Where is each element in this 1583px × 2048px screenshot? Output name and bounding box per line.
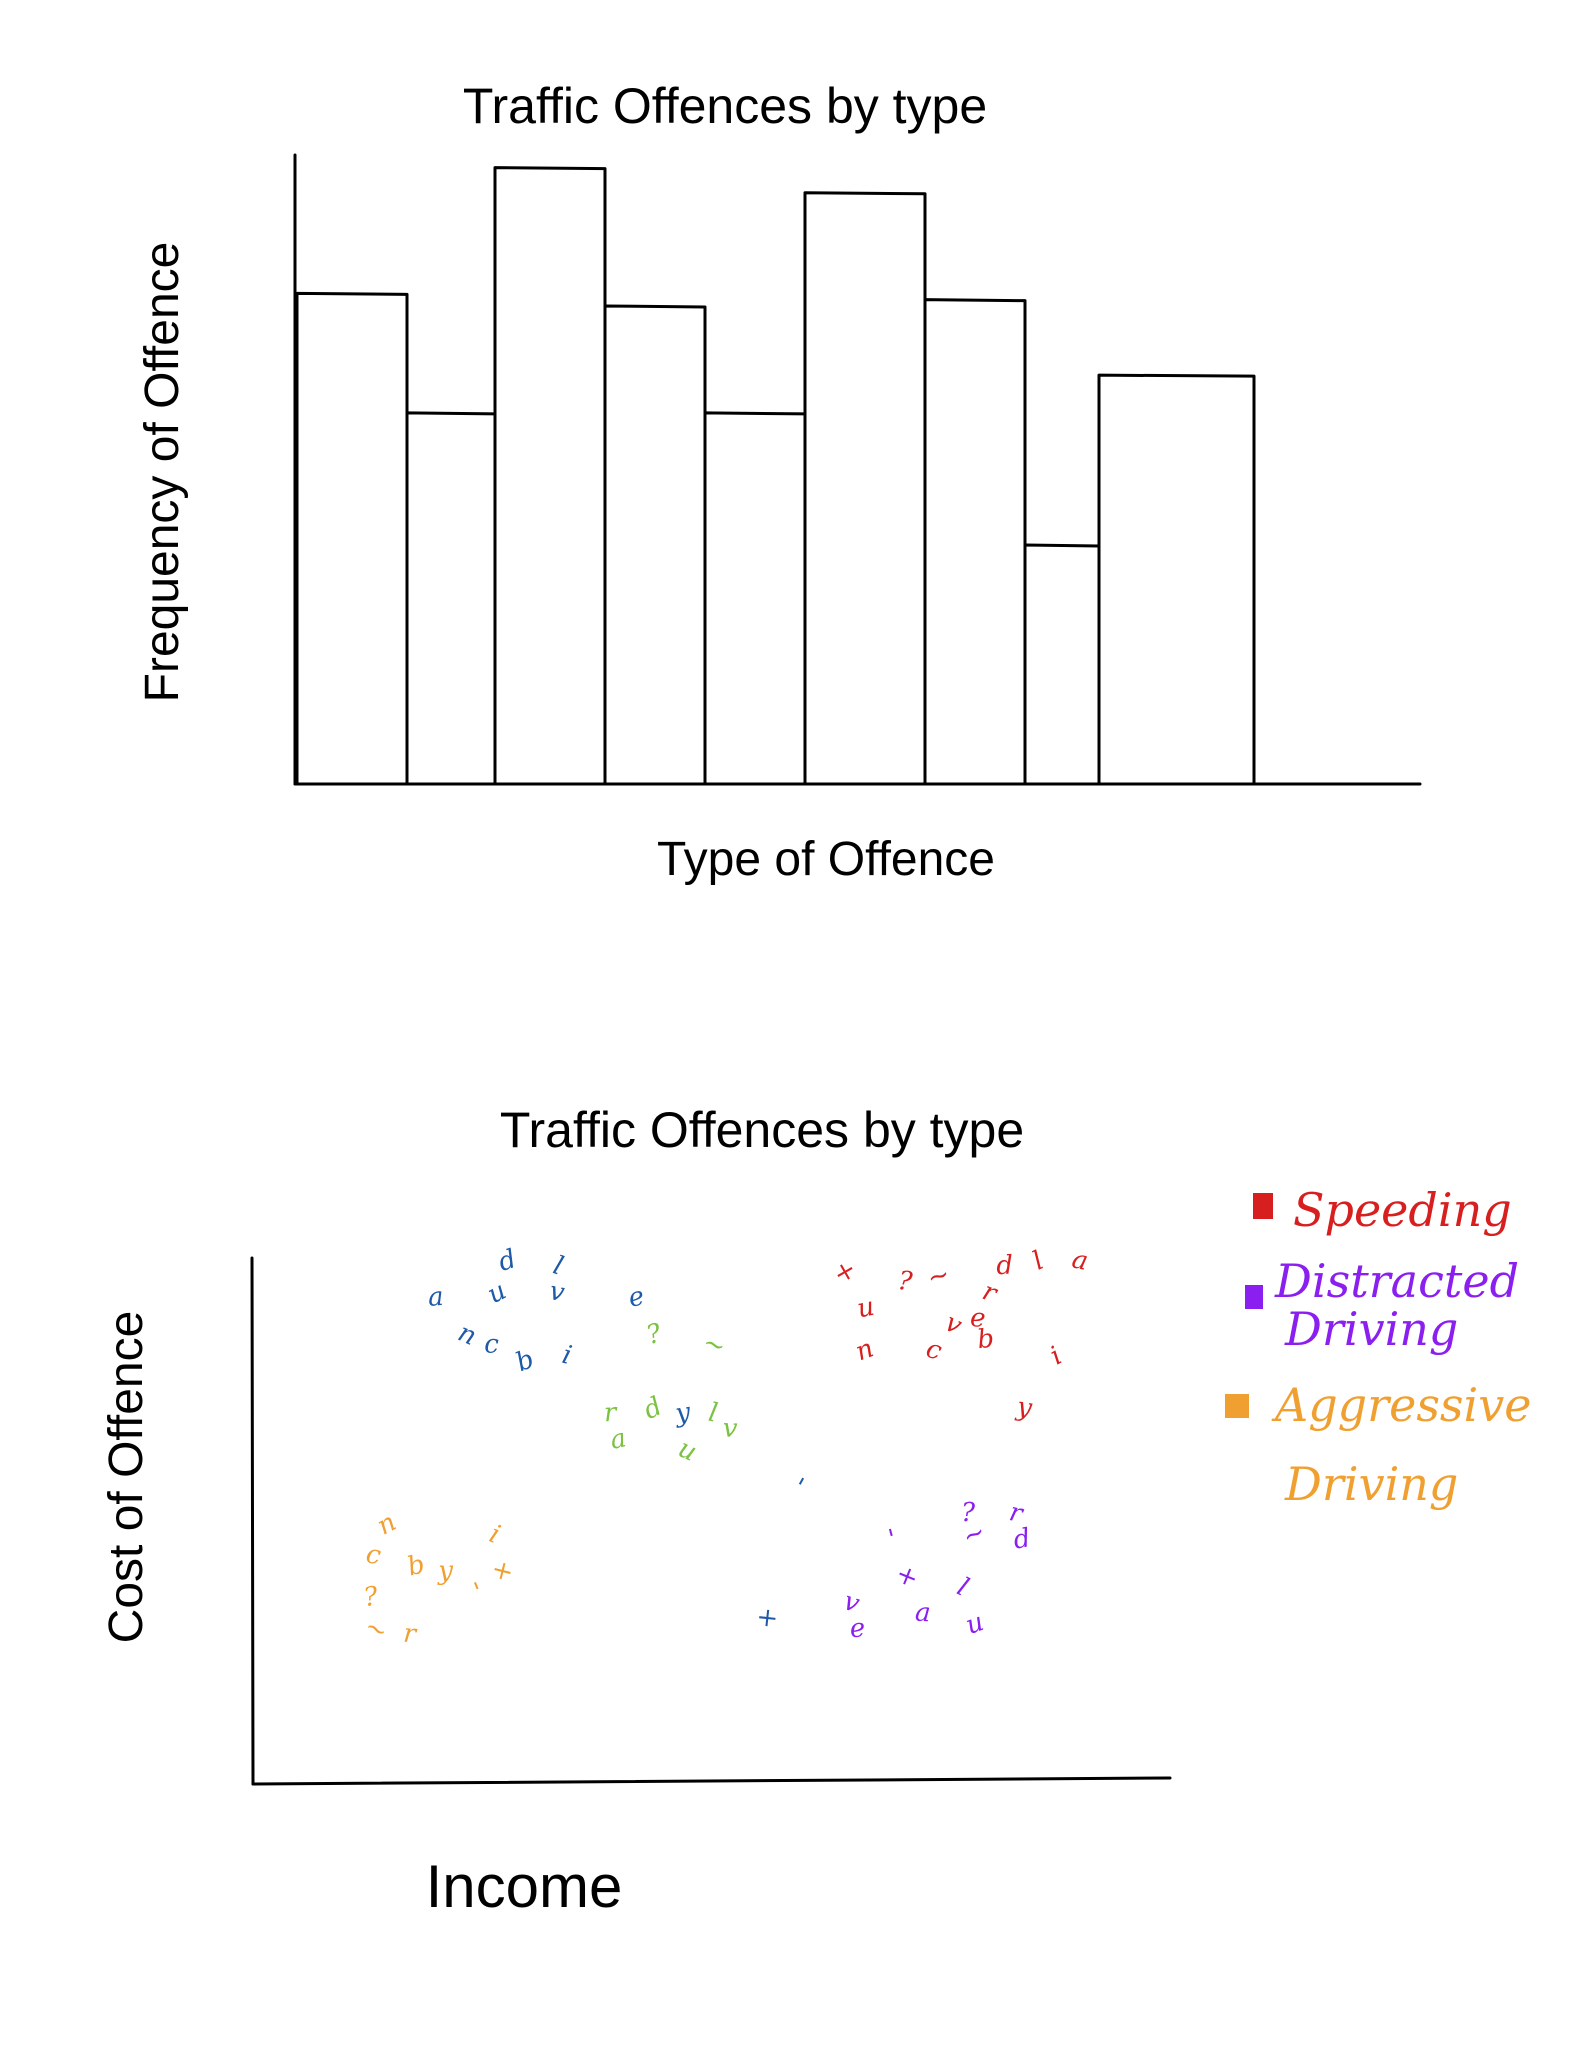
scatter-point: r [402,1619,419,1650]
legend-swatch-speeding [1253,1193,1273,1219]
scatter-chart: Traffic Offences by type Cost of Offence… [100,1102,1172,1920]
scatter-point: y [673,1397,693,1429]
scatter-point: ? [362,1581,382,1613]
scatter-point: ' [787,1473,808,1503]
scatter-point: u [673,1434,701,1468]
scatter-point: l [1028,1246,1048,1277]
scatter-point: v [547,1276,567,1308]
scatter-point: b [512,1344,539,1378]
scatter-point: ' [885,1524,900,1555]
scatter-point: i [485,1519,504,1550]
scatter-point: ~ [699,1327,730,1363]
scatter-point: y [1014,1392,1034,1424]
bar-group [295,166,1256,786]
scatter-point: e [849,1613,867,1644]
scatter-point: c [364,1539,384,1571]
scatter-point: a [914,1597,932,1628]
scatter-point: ? [961,1498,977,1528]
scatter-point: d [639,1391,667,1425]
scatter-point: + [755,1602,780,1634]
scatter-point: i [559,1340,575,1371]
legend-swatch-aggressive-driving [1225,1394,1249,1418]
scatter-point: n [372,1507,401,1541]
scatter-point: d [1011,1523,1033,1555]
scatter-point: u [483,1276,512,1310]
scatter-point: v [722,1414,738,1445]
bar [1023,543,1101,786]
bar [1097,373,1256,786]
scatter-point: u [962,1607,988,1641]
scatter-point: c [484,1330,500,1360]
scatter-legend: Speeding Distracted Driving Aggressive D… [1225,1183,1531,1511]
scatter-chart-x-axis [251,1776,1172,1786]
bar [493,166,607,786]
bar [603,304,707,786]
scatter-point: ~ [359,1611,392,1648]
scatter-point: d [495,1244,520,1278]
bar [295,291,409,786]
scatter-point: r [603,1398,619,1429]
bar [923,298,1027,786]
bar-chart-y-axis-label: Frequency of Offence [136,242,189,703]
scatter-point: ~ [924,1259,953,1294]
scatter-point: ' [470,1577,488,1607]
scatter-chart-y-axis [250,1256,255,1786]
scatter-point: + [891,1559,922,1595]
scatter-point: i [1045,1341,1067,1371]
bar [703,411,807,786]
scatter-point: l [706,1398,720,1429]
legend-label-distracted-line1: Distracted [1274,1254,1519,1308]
scatter-chart-y-axis-label: Cost of Offence [100,1311,153,1644]
bar-chart-x-axis-label: Type of Offence [657,833,995,886]
legend-label-aggressive-line2: Driving [1284,1457,1458,1511]
scatter-point: c [923,1334,946,1367]
legend-label-distracted-line2: Driving [1284,1302,1458,1356]
scatter-point: y [437,1556,453,1586]
scatter-point: + [828,1254,862,1291]
scatter-point: d [996,1251,1014,1282]
scatter-chart-x-axis-label: Income [426,1853,623,1920]
scatter-point: l [952,1572,973,1603]
legend-label-speeding: Speeding [1293,1183,1512,1237]
scatter-point: n [852,1333,878,1367]
scatter-point: n [453,1318,481,1352]
legend-swatch-distracted-driving [1245,1285,1263,1309]
scatter-point: e [969,1303,986,1334]
scatter-point: u [855,1292,877,1325]
scatter-point: ? [896,1266,915,1298]
scatter-point: ? [643,1318,666,1351]
legend-label-aggressive-line1: Aggressive [1271,1378,1531,1432]
scatter-point: b [976,1324,996,1356]
scatter-point: v [940,1308,967,1342]
scatter-point: b [404,1549,427,1582]
scatter-point: + [488,1554,516,1588]
bar-chart-title: Traffic Offences by type [463,78,987,134]
scatter-point: a [1069,1244,1090,1277]
bar [803,191,927,786]
scatter-point: e [625,1281,647,1314]
scatter-point: a [607,1423,628,1456]
scatter-chart-title: Traffic Offences by type [500,1102,1024,1158]
scatter-point: a [427,1282,445,1313]
bar [405,411,497,786]
bar-chart: Traffic Offences by type Frequency of Of… [136,78,1422,886]
